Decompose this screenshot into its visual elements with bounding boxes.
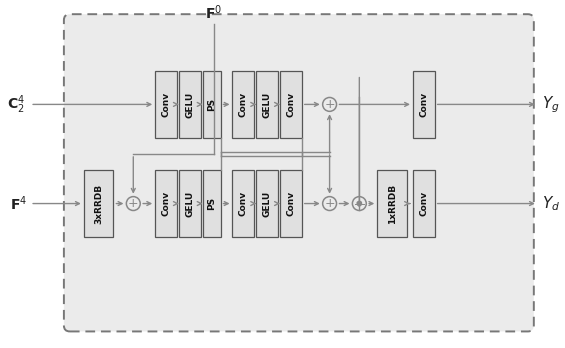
FancyBboxPatch shape: [155, 71, 177, 138]
Text: Conv: Conv: [162, 92, 171, 117]
Text: PS: PS: [207, 98, 216, 111]
FancyBboxPatch shape: [84, 170, 114, 237]
Text: Conv: Conv: [286, 92, 295, 117]
Text: $\mathbf{F}^0$: $\mathbf{F}^0$: [205, 3, 222, 22]
Text: Conv: Conv: [162, 191, 171, 216]
FancyBboxPatch shape: [280, 71, 302, 138]
Text: 1xRRDB: 1xRRDB: [388, 183, 397, 224]
Text: $\mathbf{C}_2^4$: $\mathbf{C}_2^4$: [7, 93, 25, 116]
FancyBboxPatch shape: [155, 170, 177, 237]
Text: +: +: [324, 98, 335, 111]
FancyBboxPatch shape: [203, 170, 220, 237]
FancyBboxPatch shape: [257, 71, 278, 138]
Text: GELU: GELU: [263, 190, 272, 217]
FancyBboxPatch shape: [280, 170, 302, 237]
Text: Conv: Conv: [419, 191, 428, 216]
Text: Conv: Conv: [239, 92, 248, 117]
Text: GELU: GELU: [185, 190, 194, 217]
Text: $\mathit{Y}_g$: $\mathit{Y}_g$: [542, 94, 559, 115]
Circle shape: [357, 201, 362, 206]
FancyBboxPatch shape: [232, 71, 254, 138]
Text: +: +: [128, 197, 138, 210]
Text: GELU: GELU: [185, 91, 194, 118]
FancyBboxPatch shape: [64, 14, 534, 331]
FancyBboxPatch shape: [257, 170, 278, 237]
FancyBboxPatch shape: [413, 71, 434, 138]
Text: Conv: Conv: [286, 191, 295, 216]
Text: +: +: [324, 197, 335, 210]
Text: PS: PS: [207, 197, 216, 210]
FancyBboxPatch shape: [179, 170, 201, 237]
Text: $\mathit{Y}_d$: $\mathit{Y}_d$: [542, 194, 560, 213]
Text: $\mathbf{F}^4$: $\mathbf{F}^4$: [10, 194, 27, 213]
Text: 3xRRDB: 3xRRDB: [94, 183, 103, 224]
Text: GELU: GELU: [263, 91, 272, 118]
Text: Conv: Conv: [239, 191, 248, 216]
FancyBboxPatch shape: [203, 71, 220, 138]
FancyBboxPatch shape: [232, 170, 254, 237]
Text: Conv: Conv: [419, 92, 428, 117]
FancyBboxPatch shape: [413, 170, 434, 237]
FancyBboxPatch shape: [377, 170, 407, 237]
FancyBboxPatch shape: [179, 71, 201, 138]
